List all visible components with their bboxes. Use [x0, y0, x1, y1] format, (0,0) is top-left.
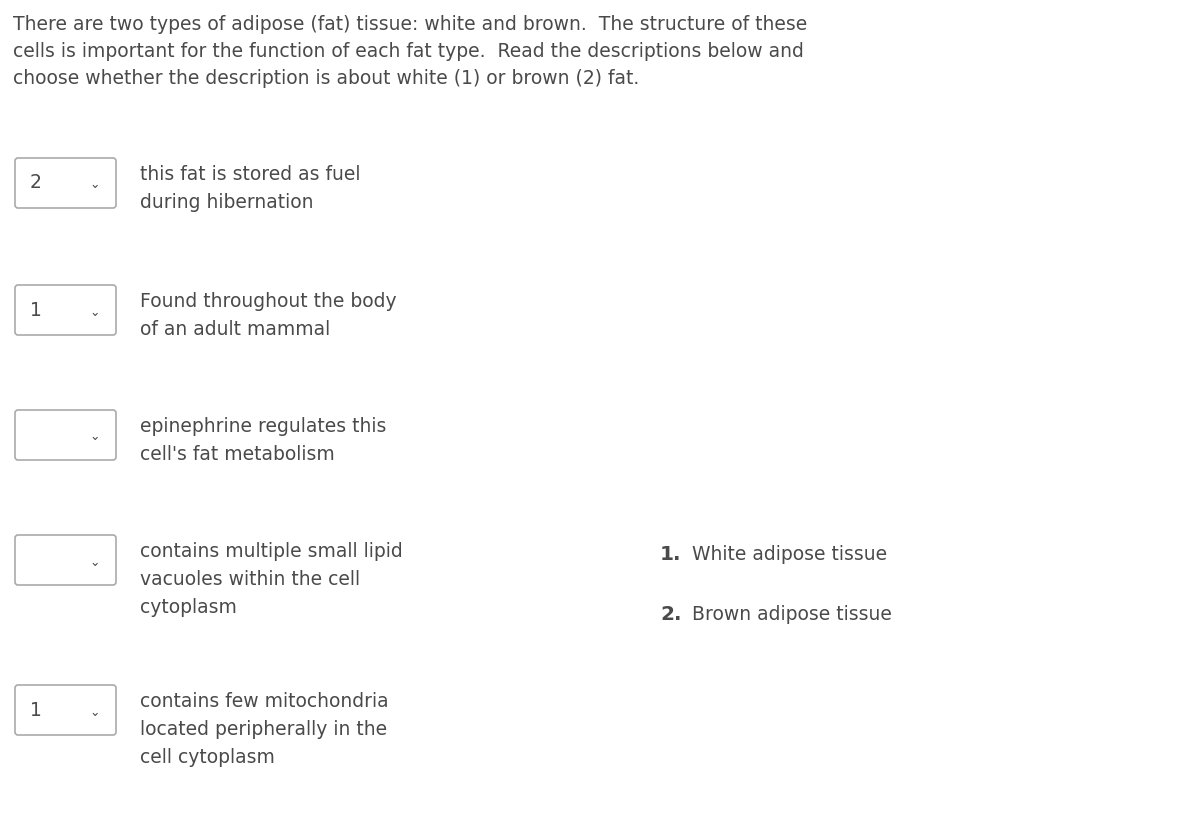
Text: Brown adipose tissue: Brown adipose tissue	[692, 605, 892, 624]
Text: ⌄: ⌄	[90, 705, 101, 719]
Text: 1.: 1.	[660, 545, 682, 564]
Text: epinephrine regulates this
cell's fat metabolism: epinephrine regulates this cell's fat me…	[140, 417, 386, 464]
Text: Found throughout the body
of an adult mammal: Found throughout the body of an adult ma…	[140, 292, 397, 339]
FancyBboxPatch shape	[14, 285, 116, 335]
FancyBboxPatch shape	[14, 685, 116, 735]
Text: ⌄: ⌄	[90, 306, 101, 319]
Text: 2: 2	[30, 173, 42, 192]
FancyBboxPatch shape	[14, 410, 116, 460]
Text: ⌄: ⌄	[90, 556, 101, 568]
Text: White adipose tissue: White adipose tissue	[692, 545, 887, 564]
Text: ⌄: ⌄	[90, 430, 101, 444]
Text: There are two types of adipose (fat) tissue: white and brown.  The structure of : There are two types of adipose (fat) tis…	[13, 15, 808, 88]
Text: contains multiple small lipid
vacuoles within the cell
cytoplasm: contains multiple small lipid vacuoles w…	[140, 542, 403, 617]
Text: 1: 1	[30, 700, 42, 719]
Text: contains few mitochondria
located peripherally in the
cell cytoplasm: contains few mitochondria located periph…	[140, 692, 389, 767]
FancyBboxPatch shape	[14, 158, 116, 208]
Text: this fat is stored as fuel
during hibernation: this fat is stored as fuel during hibern…	[140, 165, 360, 212]
Text: ⌄: ⌄	[90, 178, 101, 192]
FancyBboxPatch shape	[14, 535, 116, 585]
Text: 2.: 2.	[660, 605, 682, 624]
Text: 1: 1	[30, 301, 42, 320]
